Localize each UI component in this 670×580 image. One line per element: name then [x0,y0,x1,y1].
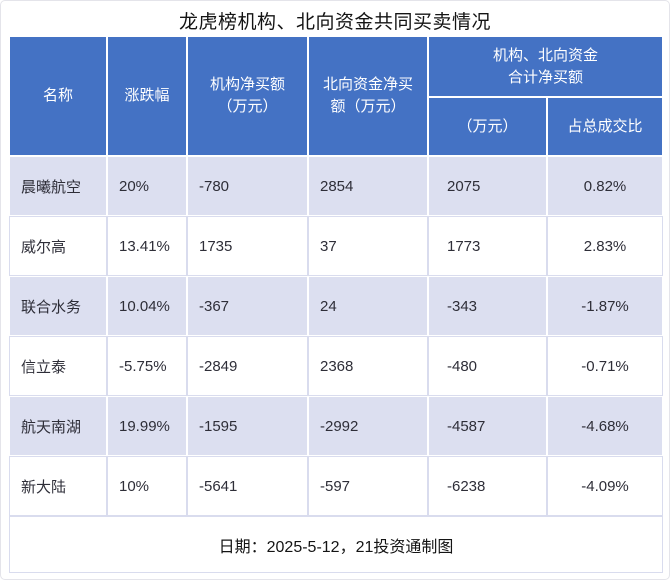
cell-north: -2992 [308,396,428,456]
cell-ratio: 0.82% [547,156,664,216]
table-header: 名称 涨跌幅 机构净买额 （万元） 北向资金净买 额（万元） 机构、北向资金 合… [9,36,664,156]
cell-inst: -1595 [187,396,308,456]
header-combined-group: 机构、北向资金 合计净买额 [428,36,664,97]
cell-total: -480 [428,336,547,396]
cell-north: -597 [308,456,428,516]
table-row: 航天南湖 19.99% -1595 -2992 -4587 -4.68% [9,396,664,456]
cell-north: 2854 [308,156,428,216]
dragon-tiger-table: 名称 涨跌幅 机构净买额 （万元） 北向资金净买 额（万元） 机构、北向资金 合… [9,36,664,573]
cell-name: 联合水务 [9,276,107,336]
table-body: 晨曦航空 20% -780 2854 2075 0.82% 威尔高 13.41%… [9,156,664,516]
header-combined-ratio: 占总成交比 [547,97,664,156]
page-title: 龙虎榜机构、北向资金共同买卖情况 [178,12,491,33]
table-footer: 日期：2025-5-12，21投资通制图 [9,516,664,573]
cell-change: -5.75% [107,336,187,396]
cell-change: 19.99% [107,396,187,456]
header-north-net-buy: 北向资金净买 额（万元） [308,36,428,156]
cell-name: 晨曦航空 [9,156,107,216]
cell-total: -6238 [428,456,547,516]
table-row: 晨曦航空 20% -780 2854 2075 0.82% [9,156,664,216]
footer-caption: 日期：2025-5-12，21投资通制图 [9,516,664,573]
cell-total: -4587 [428,396,547,456]
cell-change: 13.41% [107,216,187,276]
cell-total: 1773 [428,216,547,276]
cell-inst: 1735 [187,216,308,276]
cell-total: -343 [428,276,547,336]
cell-name: 信立泰 [9,336,107,396]
cell-north: 37 [308,216,428,276]
cell-name: 新大陆 [9,456,107,516]
cell-ratio: -4.09% [547,456,664,516]
cell-inst: -780 [187,156,308,216]
cell-inst: -367 [187,276,308,336]
table-row: 新大陆 10% -5641 -597 -6238 -4.09% [9,456,664,516]
header-inst-net-buy: 机构净买额 （万元） [187,36,308,156]
cell-north: 24 [308,276,428,336]
header-change: 涨跌幅 [107,36,187,156]
cell-total: 2075 [428,156,547,216]
header-name: 名称 [9,36,107,156]
table-row: 信立泰 -5.75% -2849 2368 -480 -0.71% [9,336,664,396]
cell-change: 10% [107,456,187,516]
cell-name: 威尔高 [9,216,107,276]
table-row: 威尔高 13.41% 1735 37 1773 2.83% [9,216,664,276]
cell-ratio: -1.87% [547,276,664,336]
cell-ratio: 2.83% [547,216,664,276]
cell-inst: -5641 [187,456,308,516]
cell-change: 10.04% [107,276,187,336]
header-combined-wan: （万元） [428,97,547,156]
cell-change: 20% [107,156,187,216]
cell-name: 航天南湖 [9,396,107,456]
cell-ratio: -4.68% [547,396,664,456]
cell-inst: -2849 [187,336,308,396]
cell-north: 2368 [308,336,428,396]
cell-ratio: -0.71% [547,336,664,396]
table-row: 联合水务 10.04% -367 24 -343 -1.87% [9,276,664,336]
